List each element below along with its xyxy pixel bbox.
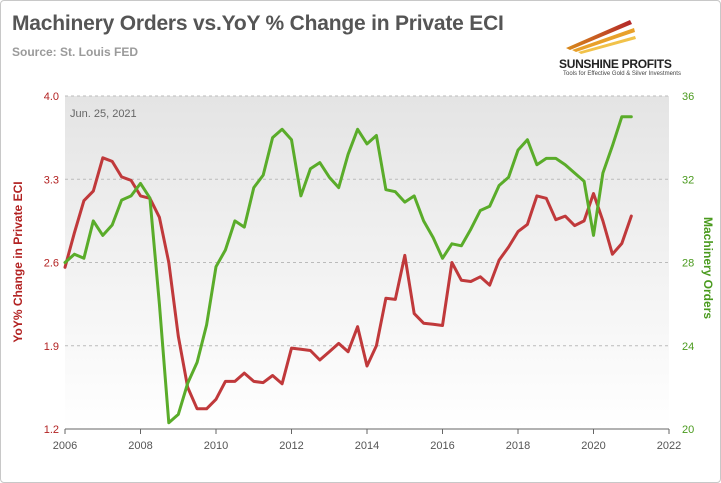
logo-swoosh-icon	[566, 20, 636, 54]
chart-source: Source: St. Louis FED	[12, 45, 139, 59]
logo-swoosh-yellow	[578, 36, 636, 54]
right-tick-label-32: 32	[682, 174, 694, 186]
left-tick-label-1.2: 1.2	[44, 424, 59, 436]
x-tick-label-2008: 2008	[128, 440, 152, 452]
x-tick-label-2010: 2010	[204, 440, 228, 452]
left-tick-label-3.3: 3.3	[44, 174, 59, 186]
x-axis: 2006 2008 2010 2012 2014 2016 2018 2020 2022	[53, 428, 681, 452]
x-tick-label-2006: 2006	[53, 440, 77, 452]
logo-swoosh-red	[566, 20, 632, 50]
eci-series-line	[63, 156, 633, 411]
logo-swoosh-orange	[572, 28, 635, 52]
left-axis: 1.2 1.9 2.6 3.3 4.0	[44, 91, 59, 436]
right-tick-label-20: 20	[682, 424, 694, 436]
right-axis-label: Machinery Orders	[701, 217, 715, 319]
x-tick-label-2016: 2016	[430, 440, 454, 452]
x-tick-label-2014: 2014	[355, 440, 379, 452]
machinery-orders-series-line	[63, 115, 633, 425]
x-tick-label-2018: 2018	[506, 440, 530, 452]
chart-title: Machinery Orders vs.YoY % Change in Priv…	[12, 12, 504, 35]
x-tick-label-2012: 2012	[279, 440, 303, 452]
left-axis-label: YoY% Change in Private ECI	[11, 181, 25, 342]
right-tick-label-36: 36	[682, 91, 694, 103]
left-tick-label-1.9: 1.9	[44, 341, 59, 353]
right-axis: 20 24 28 32 36	[682, 91, 694, 436]
x-tick-label-2020: 2020	[581, 440, 605, 452]
date-annotation: Jun. 25, 2021	[70, 108, 137, 120]
series-layer	[63, 115, 633, 425]
right-tick-label-28: 28	[682, 258, 694, 270]
left-tick-label-4.0: 4.0	[44, 91, 59, 103]
logo-brand: SUNSHINE PROFITS	[559, 57, 672, 71]
x-tick-label-2022: 2022	[657, 440, 681, 452]
left-tick-label-2.6: 2.6	[44, 258, 59, 270]
logo-tagline: Tools for Effective Gold & Silver Invest…	[563, 71, 681, 77]
right-tick-label-24: 24	[682, 341, 694, 353]
